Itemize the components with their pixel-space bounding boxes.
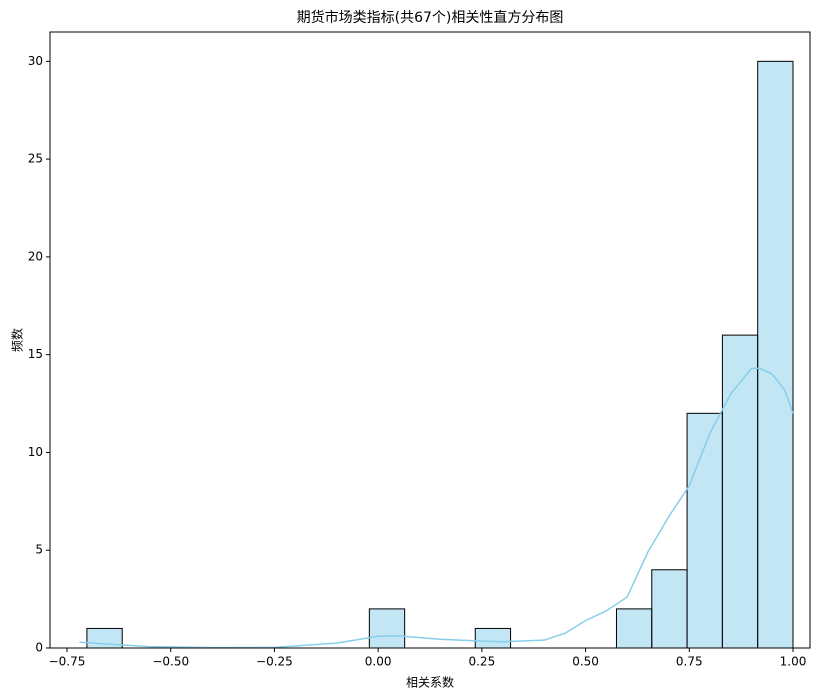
bar	[651, 569, 688, 649]
bar	[368, 608, 406, 649]
plot-frame	[49, 31, 811, 649]
bar	[757, 60, 794, 649]
y-tick-label: 30	[28, 54, 43, 68]
x-tick-label: −0.50	[152, 655, 189, 669]
x-tick-label: 0.25	[468, 655, 495, 669]
kde-line	[79, 367, 794, 649]
x-tick-label: 0.50	[572, 655, 599, 669]
bar	[686, 412, 723, 649]
x-tick-label: −0.75	[49, 655, 86, 669]
x-tick-label: 1.00	[780, 655, 807, 669]
x-tick-label: −0.25	[256, 655, 293, 669]
x-axis-label: 相关系数	[406, 675, 454, 690]
bar	[615, 608, 653, 649]
y-tick-label: 20	[28, 249, 43, 263]
y-tick-label: 0	[35, 641, 43, 655]
x-tick-label: 0.75	[676, 655, 703, 669]
y-tick-label: 5	[35, 543, 43, 557]
y-axis-label: 频数	[10, 328, 25, 352]
bar	[721, 334, 759, 649]
chart-title: 期货市场类指标(共67个)相关性直方分布图	[297, 9, 564, 26]
x-tick-label: 0.00	[365, 655, 392, 669]
y-tick-label: 15	[28, 347, 43, 361]
y-tick-label: 25	[28, 152, 43, 166]
y-tick-label: 10	[28, 445, 43, 459]
bar	[474, 627, 512, 649]
